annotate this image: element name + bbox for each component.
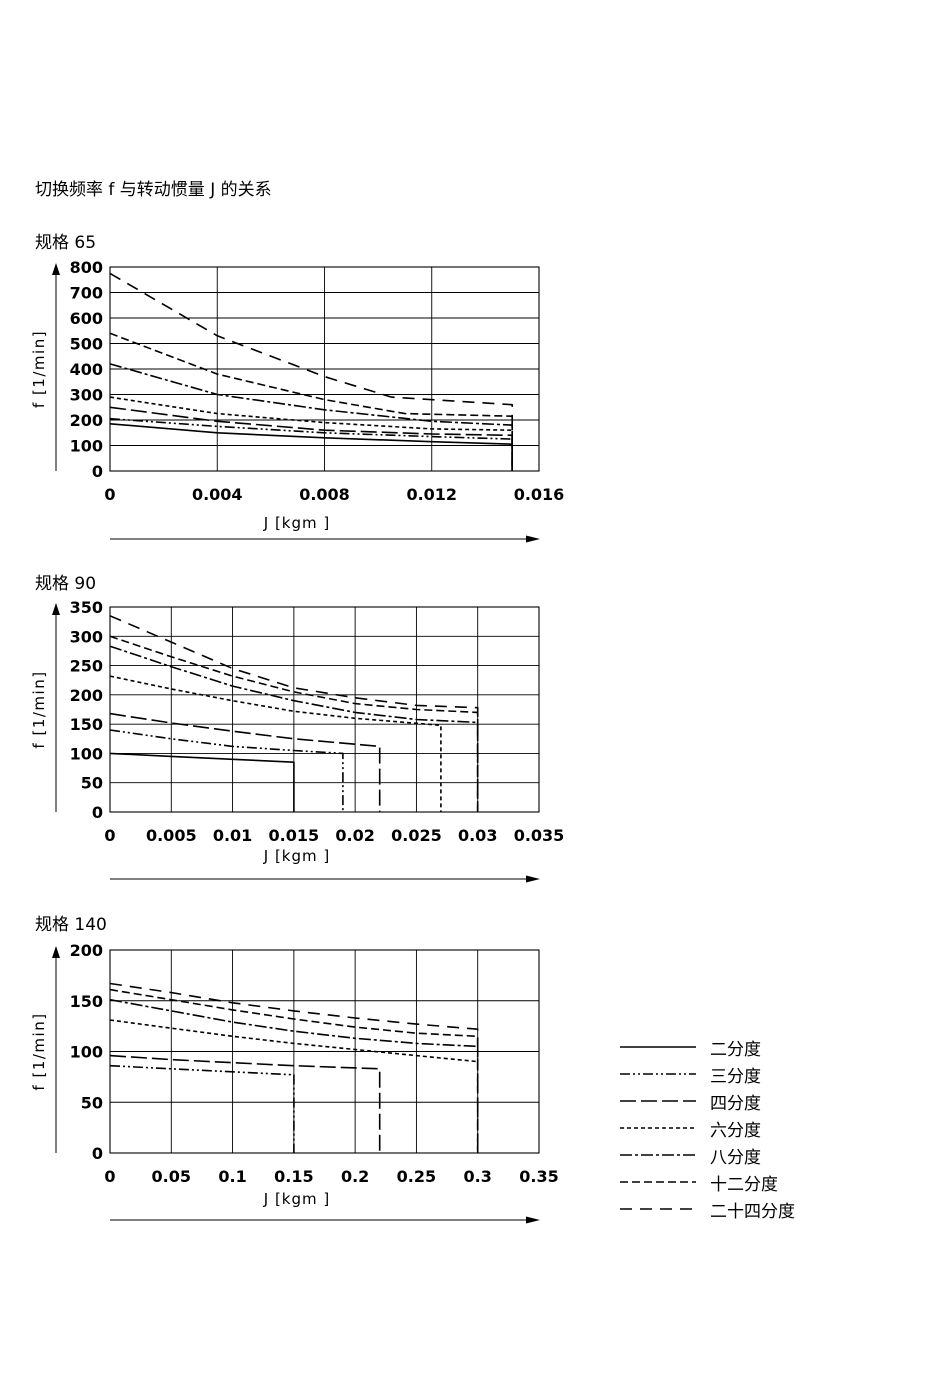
x-tick-label: 0.03 [458, 826, 497, 845]
series-line [109, 982, 479, 1153]
y-axis-label: f [1/min] [30, 330, 48, 408]
series-line [109, 988, 479, 1153]
x-tick-label: 0.35 [519, 1167, 558, 1186]
series-line [109, 272, 514, 471]
plot-frame [109, 606, 540, 813]
y-tick-label: 500 [70, 335, 103, 354]
plot-frame [109, 949, 540, 1154]
y-tick-label: 0 [92, 1144, 103, 1163]
y-tick-label: 300 [70, 627, 103, 646]
y-tick-label: 600 [70, 309, 103, 328]
x-tick-label: 0.016 [514, 485, 565, 504]
x-tick-label: 0 [104, 826, 115, 845]
series-line [109, 645, 479, 812]
y-tick-label: 100 [70, 1043, 103, 1062]
legend-line-swatch [620, 1154, 696, 1156]
series-line [109, 729, 344, 812]
y-tick-label: 100 [70, 437, 103, 456]
y-axis-label: f [1/min] [30, 670, 48, 748]
x-axis-label: J [kgm ] [263, 514, 330, 532]
x-tick-label: 0 [104, 1167, 115, 1186]
y-axis-label: f [1/min] [30, 1012, 48, 1090]
y-tick-label: 150 [70, 992, 103, 1011]
series-line [109, 635, 479, 812]
series-line [109, 396, 514, 471]
y-axis-arrowhead [52, 263, 60, 275]
x-axis-label: J [kgm ] [263, 1190, 330, 1208]
chart-title-65: 规格 65 [35, 233, 97, 253]
x-tick-label: 0.3 [464, 1167, 492, 1186]
y-tick-label: 150 [70, 715, 103, 734]
legend-label: 二十四分度 [710, 1202, 795, 1222]
x-tick-label: 0.008 [299, 485, 350, 504]
y-tick-label: 100 [70, 744, 103, 763]
series-line [109, 423, 514, 471]
legend-label: 三分度 [710, 1067, 761, 1087]
y-tick-label: 350 [70, 598, 103, 617]
x-axis-arrowhead [526, 875, 540, 883]
legend-line-swatch [620, 1127, 696, 1129]
y-tick-label: 0 [92, 462, 103, 481]
x-tick-label: 0.05 [152, 1167, 191, 1186]
chart-size-90: 0 0.005 0.01 0.015 0.02 0.025 0.03 0.035 0 50 100 1… [30, 598, 565, 883]
y-axis-arrowhead [52, 603, 60, 615]
y-axis-arrowhead [52, 946, 60, 958]
legend-label: 十二分度 [710, 1175, 778, 1195]
legend-line-swatch [620, 1208, 696, 1210]
series-line [109, 363, 514, 471]
series-line [109, 332, 514, 471]
series-line [109, 615, 479, 812]
plot-frame [109, 266, 540, 472]
x-tick-label: 0.1 [218, 1167, 246, 1186]
chart-title-90: 规格 90 [35, 574, 97, 594]
x-tick-label: 0.015 [269, 826, 320, 845]
x-tick-label: 0.2 [341, 1167, 369, 1186]
x-tick-label: 0.01 [213, 826, 252, 845]
y-tick-label: 700 [70, 284, 103, 303]
x-axis-arrowhead [526, 535, 540, 543]
series-line [109, 998, 478, 1048]
y-tick-label: 200 [70, 411, 103, 430]
x-tick-label: 0.025 [391, 826, 442, 845]
y-tick-label: 400 [70, 360, 103, 379]
x-tick-label: 0.02 [335, 826, 374, 845]
x-tick-label: 0.035 [514, 826, 565, 845]
series-line [109, 1064, 295, 1153]
series-line [109, 1019, 478, 1063]
legend-label: 四分度 [710, 1094, 761, 1114]
y-tick-label: 800 [70, 258, 103, 277]
chart-size-65: 0 0.004 0.008 0.012 0.016 0 100 200 300 400 500 600… [30, 258, 565, 543]
series-line [109, 406, 514, 471]
chart-title-140: 规格 140 [35, 915, 107, 935]
x-axis-arrowhead [526, 1216, 540, 1224]
y-tick-label: 50 [81, 1093, 103, 1112]
y-tick-label: 0 [92, 803, 103, 822]
legend-label: 二分度 [710, 1040, 761, 1060]
y-tick-label: 200 [70, 941, 103, 960]
legend-line-swatch [620, 1046, 696, 1048]
legend-line-swatch [620, 1100, 696, 1102]
legend-label: 八分度 [710, 1148, 761, 1168]
x-tick-label: 0.012 [406, 485, 457, 504]
x-tick-label: 0 [104, 485, 115, 504]
chart-size-140: 0 0.05 0.1 0.15 0.2 0.25 0.3 0.35 0 50 100 150 200 f … [30, 941, 559, 1224]
legend-line-swatch [620, 1073, 696, 1075]
series-line [109, 712, 381, 812]
series-line [109, 752, 295, 812]
x-tick-label: 0.15 [274, 1167, 313, 1186]
x-tick-label: 0.25 [397, 1167, 436, 1186]
x-tick-label: 0.004 [192, 485, 243, 504]
series-line [109, 1054, 381, 1153]
y-tick-label: 250 [70, 657, 103, 676]
legend-label: 六分度 [710, 1121, 761, 1141]
legend-line-swatch [620, 1181, 696, 1183]
y-tick-label: 200 [70, 686, 103, 705]
x-axis-label: J [kgm ] [263, 847, 330, 865]
y-tick-label: 300 [70, 386, 103, 405]
x-tick-label: 0.005 [146, 826, 197, 845]
page-title: 切换频率 f 与转动惯量 J 的关系 [35, 180, 272, 200]
y-tick-label: 50 [81, 774, 103, 793]
series-line [109, 417, 514, 471]
